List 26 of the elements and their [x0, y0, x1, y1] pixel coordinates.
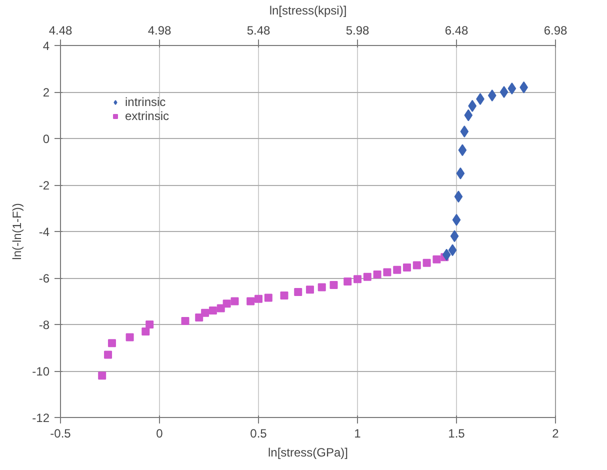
- x-tick-label: 0: [156, 426, 164, 440]
- x2-axis-title: ln[stress(kpsi)]: [269, 4, 347, 18]
- x-tick-label: 2: [552, 426, 560, 440]
- legend-label: extrinsic: [125, 109, 170, 123]
- x2-tick-label: 6.98: [544, 24, 568, 38]
- y-tick-label: -10: [32, 364, 50, 378]
- x2-tick-label: 4.48: [48, 24, 73, 38]
- y-tick-label: 0: [42, 132, 50, 146]
- y-tick-label: 4: [42, 39, 50, 53]
- x2-tick-label: 4.98: [148, 24, 172, 38]
- y-tick-label: -12: [32, 411, 50, 425]
- y-tick-label: 2: [42, 86, 50, 100]
- y-tick-label: -2: [38, 178, 50, 192]
- x2-tick-label: 6.48: [444, 24, 469, 38]
- y-axis-title: ln(-ln(1-F)): [10, 203, 24, 260]
- x2-tick-label: 5.98: [346, 24, 370, 38]
- x-axis-title: ln[stress(GPa)]: [268, 446, 348, 460]
- legend-label: intrinsic: [125, 95, 166, 109]
- x-tick-label: -0.5: [50, 426, 72, 440]
- x-tick-label: 0.5: [250, 426, 268, 440]
- x-tick-label: 1.5: [448, 426, 466, 440]
- y-tick-label: -6: [38, 272, 50, 286]
- x2-tick-label: 5.48: [246, 24, 271, 38]
- y-tick-label: -8: [38, 318, 50, 332]
- x-tick-label: 1: [354, 426, 362, 440]
- y-tick-label: -4: [38, 225, 50, 239]
